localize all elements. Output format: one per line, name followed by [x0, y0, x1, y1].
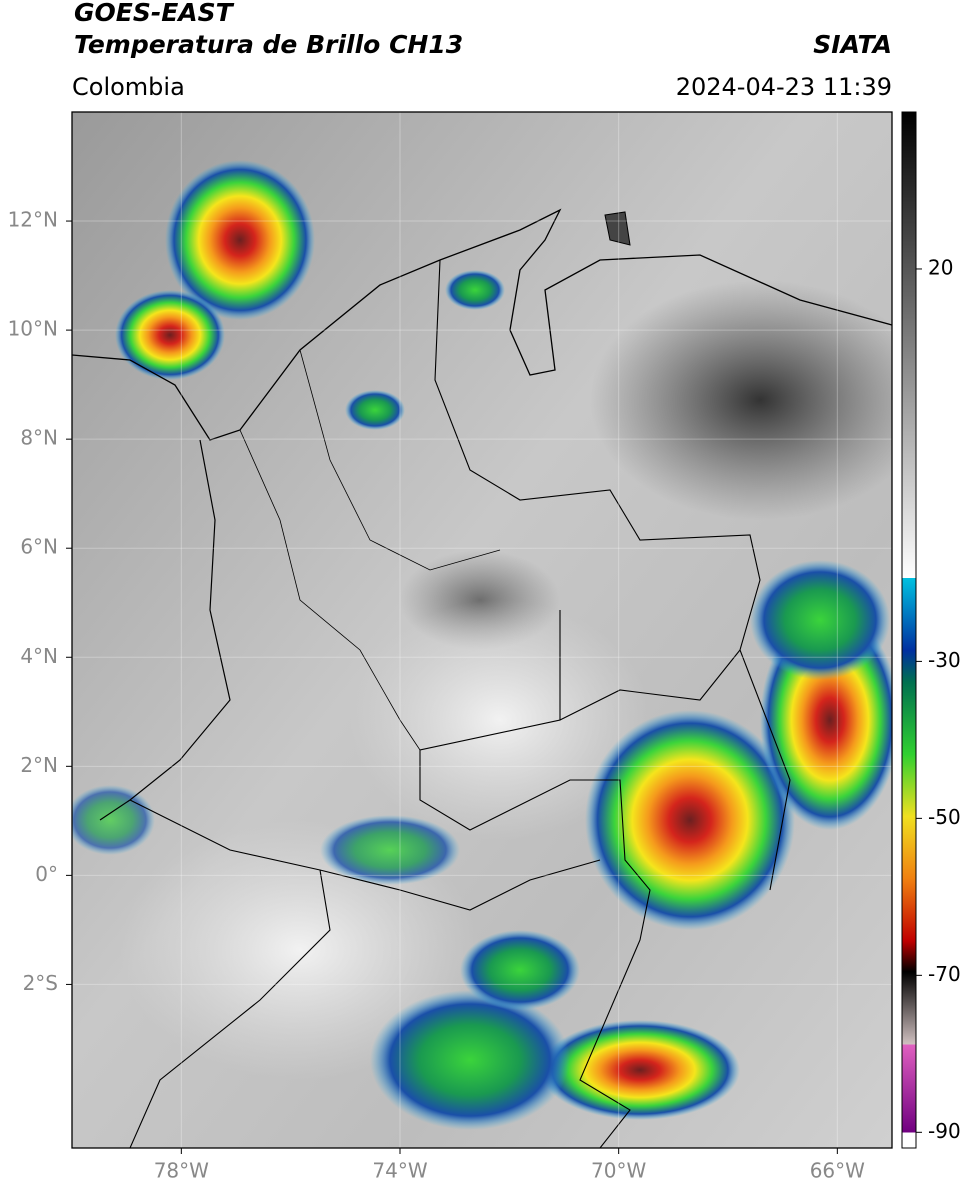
y-tick-label: 0°	[35, 862, 58, 886]
y-tick-label: 2°N	[20, 753, 58, 777]
region-label: Colombia	[72, 73, 185, 101]
colorbar-tick-label: -70	[928, 962, 961, 986]
y-tick-label: 8°N	[20, 426, 58, 450]
y-tick-label: 10°N	[8, 317, 58, 341]
colorbar-tick-label: -90	[928, 1119, 961, 1143]
colorbar	[901, 111, 917, 1149]
y-tick-label: 4°N	[20, 644, 58, 668]
colorbar-tick-label: 20	[928, 255, 953, 279]
source-label: SIATA	[813, 30, 892, 59]
y-tick-label: 12°N	[8, 208, 58, 232]
y-tick-label: 6°N	[20, 535, 58, 559]
colorbar-tick-label: -50	[928, 805, 961, 829]
satellite-image	[72, 112, 892, 1148]
grid	[72, 112, 892, 1148]
product-title: Temperatura de Brillo CH13	[74, 30, 463, 59]
x-tick-label: 78°W	[154, 1159, 209, 1183]
y-tick-label: 2°S	[23, 971, 58, 995]
timestamp: 2024-04-23 11:39	[676, 73, 892, 101]
x-tick-label: 70°W	[591, 1159, 646, 1183]
satellite-title: GOES-EAST	[74, 0, 235, 27]
x-tick-label: 66°W	[810, 1159, 865, 1183]
map-frame	[71, 111, 893, 1149]
x-tick-label: 74°W	[372, 1159, 427, 1183]
colorbar-tick-label: -30	[928, 648, 961, 672]
